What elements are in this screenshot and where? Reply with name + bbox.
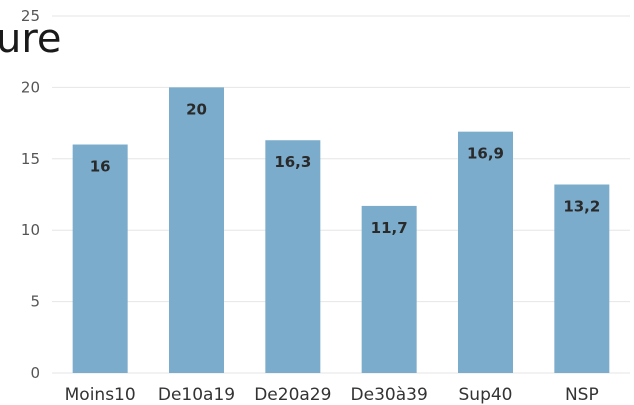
y-tick-label: 5 (30, 293, 40, 311)
data-label: 16 (90, 158, 111, 176)
bar-De10a19 (169, 87, 224, 374)
bar-NSP (554, 184, 610, 373)
y-axis-ticks: 0 5 10 15 20 25 (21, 7, 40, 382)
x-tick-label: De30à39 (351, 385, 428, 405)
bar-Sup40 (458, 131, 513, 373)
x-tick-label: De20a29 (254, 385, 331, 405)
grid-lines (52, 15, 630, 374)
data-label: 16,3 (274, 153, 311, 171)
bar-De30à39 (361, 205, 417, 373)
data-label: 20 (186, 100, 207, 118)
bar-Moins10 (72, 144, 128, 373)
bars (72, 87, 610, 374)
y-tick-label: 25 (21, 7, 40, 25)
y-tick-label: 20 (21, 78, 40, 96)
data-label: 11,7 (371, 219, 408, 237)
data-label: 13,2 (563, 198, 600, 216)
data-label: 16,9 (467, 145, 504, 163)
y-tick-label: 15 (21, 150, 40, 168)
x-tick-label: Sup40 (459, 385, 513, 405)
x-axis-labels: Moins10 De10a19 De20a29 De30à39 Sup40 NSP (65, 385, 599, 405)
x-tick-label: Moins10 (65, 385, 136, 405)
x-tick-label: NSP (565, 385, 599, 405)
x-tick-label: De10a19 (158, 385, 235, 405)
y-tick-label: 0 (30, 364, 40, 382)
bar-De20a29 (265, 140, 321, 373)
data-labels: 16 20 16,3 11,7 16,9 13,2 (90, 100, 601, 237)
chart-title-fragment: ure (0, 16, 62, 62)
y-tick-label: 10 (21, 221, 40, 239)
